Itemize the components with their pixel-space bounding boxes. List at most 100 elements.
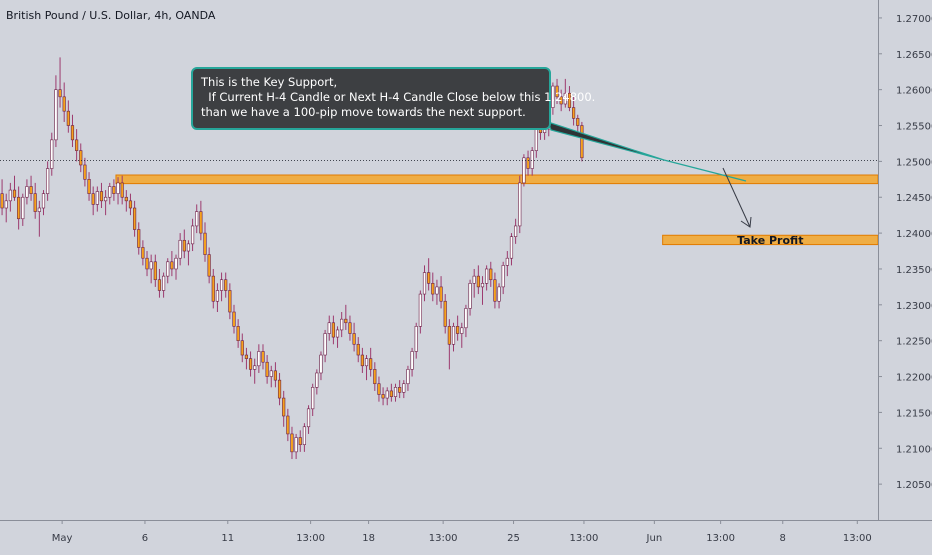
candle-body (58, 89, 62, 98)
candle-body (120, 182, 124, 198)
candle-body (149, 261, 153, 270)
candle (340, 312, 344, 338)
candle (468, 279, 472, 316)
candle-body (559, 96, 563, 105)
candle (422, 265, 427, 302)
candle-body (476, 275, 480, 288)
candle-body (294, 437, 298, 453)
candle-body (422, 272, 427, 295)
y-tick-label: 1.21000 (896, 444, 932, 455)
candle-body (91, 193, 95, 205)
candle (137, 222, 141, 255)
candle (153, 254, 157, 287)
candle-body (456, 326, 460, 334)
candle-body (398, 387, 402, 393)
candle (389, 383, 393, 402)
x-tick-label: May (52, 533, 73, 544)
candle-body (108, 186, 112, 198)
candle (509, 233, 514, 266)
x-tick-label: 13:00 (429, 533, 458, 544)
candle-body (501, 265, 505, 288)
candle-body (447, 326, 451, 345)
candle (178, 233, 182, 266)
candle (505, 251, 509, 277)
candle-body (133, 207, 137, 230)
candle-body (211, 275, 215, 302)
candle (385, 387, 389, 406)
candle (104, 190, 108, 216)
candle (514, 218, 518, 244)
candle (149, 254, 153, 284)
candle (298, 430, 302, 452)
candle (311, 383, 315, 416)
candle-body (493, 279, 497, 302)
candle (315, 369, 319, 395)
candle-body (555, 85, 559, 98)
candle-body (87, 179, 91, 194)
candle (128, 193, 133, 216)
candle (244, 347, 249, 370)
candle (186, 240, 191, 266)
key-support-zone[interactable] (115, 174, 879, 185)
candle (228, 283, 232, 320)
y-tick-label: 1.25000 (896, 157, 932, 168)
candle (493, 272, 497, 309)
candle-body (460, 327, 464, 334)
callout-line-3: than we have a 100-pip move towards the … (201, 105, 526, 119)
candle (46, 161, 50, 201)
projection-arrow-line (722, 167, 751, 228)
candle (522, 154, 526, 187)
candle (567, 86, 572, 112)
candle (120, 175, 124, 205)
candle (54, 75, 58, 148)
y-tick-label: 1.24500 (896, 193, 932, 204)
candle (369, 347, 373, 377)
candle-body (17, 196, 21, 220)
candle-body (124, 196, 128, 202)
candle (116, 177, 120, 205)
callout-line-2: If Current H-4 Candle or Next H-4 Candle… (201, 90, 596, 104)
candle-body (178, 239, 182, 259)
candle (79, 143, 83, 173)
candle (21, 193, 25, 226)
candle-body (207, 254, 211, 277)
candle-body (37, 207, 41, 212)
candle (447, 319, 451, 370)
candle (253, 358, 257, 384)
candle (62, 82, 66, 122)
candle (166, 258, 170, 284)
callout-line-1: This is the Key Support, (201, 75, 338, 89)
candle-body (79, 150, 83, 166)
candle (451, 322, 456, 352)
candle-body (25, 186, 29, 198)
candle-body (166, 261, 170, 277)
candle-body (104, 196, 108, 202)
callout-pointer-line (663, 159, 747, 182)
candle (248, 351, 253, 377)
candle-body (41, 193, 46, 209)
candle (224, 272, 228, 298)
candle-body (567, 92, 572, 108)
candle-body (240, 340, 244, 356)
candle-body (33, 193, 37, 212)
candle-body (522, 157, 526, 184)
candle (91, 186, 95, 216)
key-support-callout[interactable]: This is the Key Support, If Current H-4 … (191, 67, 596, 130)
candle-body (199, 211, 203, 234)
candle (273, 362, 277, 388)
candle (232, 304, 236, 334)
x-tick-label: 8 (780, 533, 786, 544)
x-tick-label: 13:00 (843, 533, 872, 544)
candle-body (219, 279, 224, 291)
candle-body (406, 369, 410, 385)
candle (199, 200, 203, 241)
candle-body (162, 275, 166, 291)
candle (4, 193, 8, 223)
candle (257, 344, 261, 373)
candle (174, 254, 178, 280)
candle-body (518, 182, 522, 227)
candle (112, 179, 116, 201)
candle-body (530, 150, 534, 169)
candle (572, 96, 576, 126)
candle-body (381, 394, 385, 399)
